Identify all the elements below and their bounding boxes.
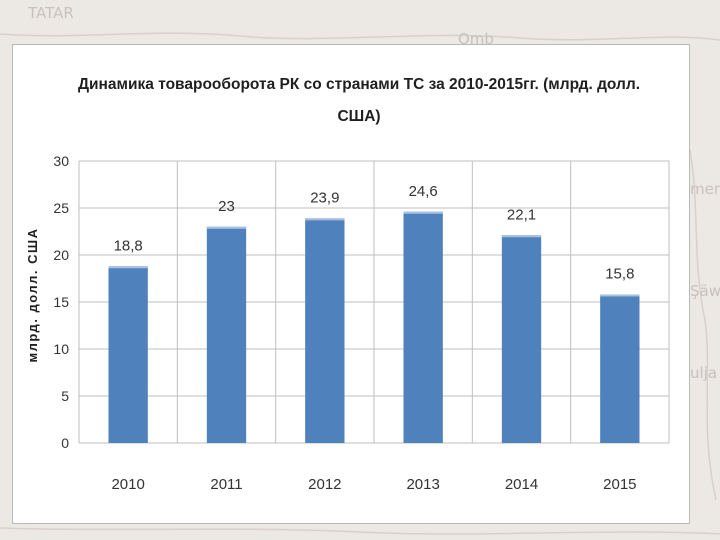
chart-panel: Динамика товарооборота РК со странами ТС…	[12, 44, 690, 524]
data-label: 15,8	[605, 265, 634, 282]
x-tick-label: 2010	[111, 476, 144, 493]
x-tick-label: 2014	[505, 476, 538, 493]
data-label: 18,8	[114, 237, 143, 254]
y-tick-label: 30	[53, 153, 69, 169]
bar	[501, 235, 542, 443]
bar-highlight	[403, 211, 443, 214]
data-label: 24,6	[409, 183, 438, 200]
y-tick-label: 25	[53, 200, 69, 216]
bar-chart: Динамика товарооборота РК со странами ТС…	[25, 76, 670, 493]
data-label: 23,9	[310, 189, 339, 206]
bar	[206, 226, 247, 443]
bar-highlight	[600, 294, 640, 297]
y-tick-label: 20	[53, 247, 69, 263]
y-axis-label: млрд. долл. США	[25, 228, 40, 363]
y-tick-label: 15	[53, 294, 69, 310]
chart-title-line-1: Динамика товарооборота РК со странами ТС…	[78, 76, 640, 93]
x-tick-label: 2011	[210, 476, 242, 493]
map-line	[689, 149, 717, 501]
map-label: Omb	[458, 30, 494, 48]
x-tick-label: 2015	[603, 476, 636, 493]
map-line	[0, 32, 720, 41]
bar	[108, 266, 148, 443]
bar	[403, 211, 443, 443]
map-label: TATAR	[28, 4, 74, 22]
bar-highlight	[206, 226, 247, 229]
bar-highlight	[501, 235, 542, 238]
map-label: ulja	[690, 364, 718, 382]
y-tick-label: 0	[61, 435, 69, 451]
bar	[305, 218, 345, 443]
y-tick-label: 10	[53, 341, 69, 357]
map-label: men	[690, 180, 720, 198]
bar-highlight	[108, 266, 148, 269]
map-line	[0, 527, 720, 535]
bar	[600, 294, 640, 443]
y-tick-label: 5	[61, 388, 69, 404]
map-label: Şäw	[690, 282, 720, 300]
x-tick-label: 2012	[308, 476, 341, 493]
data-label: 23	[218, 198, 235, 215]
data-label: 22,1	[507, 206, 536, 223]
bar-highlight	[305, 218, 345, 221]
x-tick-label: 2013	[406, 476, 439, 493]
chart-title-line-2: США)	[337, 108, 380, 125]
